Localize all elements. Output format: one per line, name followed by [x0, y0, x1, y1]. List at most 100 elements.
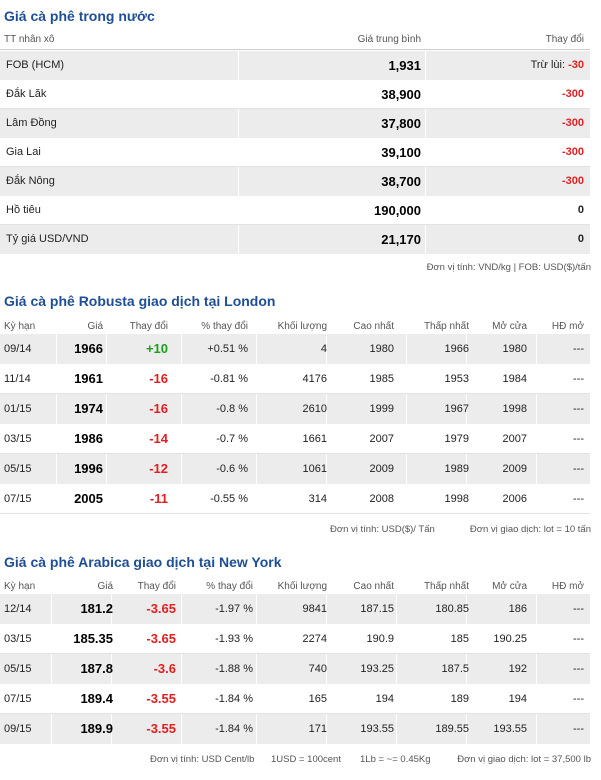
domestic-row-name: Đắk Nông: [6, 175, 55, 187]
domestic-row: Lâm Đồng 37,800 -300: [0, 109, 590, 138]
newyork-row: 03/15 185.35 -3.65 -1.93 % 2274 190.9 185 190.2…: [0, 624, 590, 654]
newyork-row-low: 189.55: [435, 723, 469, 735]
domestic-row: Gia Lai 39,100 -300: [0, 138, 590, 167]
domestic-title: Giá cà phê trong nước: [4, 8, 155, 24]
london-row-term: 11/14: [4, 373, 31, 385]
domestic-row: FOB (HCM) 1,931 Trừ lùi: -30: [0, 51, 590, 80]
london-row: 09/14 1966 +10 +0.51 % 4 1980 1966 1980 ---: [0, 334, 590, 364]
newyork-note-unit: Đơn vị tính: USD Cent/lb: [150, 754, 255, 765]
london-row: 05/15 1996 -12 -0.6 % 1061 2009 1989 2009 ---: [0, 454, 590, 484]
london-note-unit: Đơn vị tính: USD($)/ Tấn: [330, 524, 435, 535]
domestic-row-change-prefix: Trừ lùi:: [530, 59, 566, 71]
domestic-row-change: -300: [440, 80, 584, 109]
domestic-row-name: Tỷ giá USD/VND: [6, 233, 89, 245]
newyork-row-price: 181.2: [80, 601, 113, 616]
london-row-open: 2009: [502, 463, 527, 475]
london-row-price: 1974: [74, 401, 103, 416]
domestic-header: TT nhân xô Giá trung bình Thay đổi: [0, 30, 590, 50]
domestic-row: Hồ tiêu 190,000 0: [0, 196, 590, 225]
london-row-volume: 4176: [302, 373, 327, 385]
london-row-pct: -0.81 %: [210, 373, 248, 385]
london-row-high: 2007: [369, 433, 394, 445]
domestic-row-change-value: -30: [568, 59, 584, 71]
london-row: 11/14 1961 -16 -0.81 % 4176 1985 1953 1984 ---: [0, 364, 590, 394]
newyork-header-price: Giá: [97, 581, 113, 592]
newyork-row-volume: 171: [308, 723, 327, 735]
domestic-row-change: -300: [440, 138, 584, 167]
london-row-pct: -0.55 %: [210, 493, 248, 505]
newyork-row-volume: 9841: [302, 603, 327, 615]
domestic-row-change: Trừ lùi: -30: [440, 51, 584, 80]
london-row-pct: -0.8 %: [216, 403, 248, 415]
london-row-oi: ---: [573, 343, 584, 355]
domestic-row-change: 0: [440, 196, 584, 225]
domestic-row-price: 37,800: [381, 116, 421, 131]
newyork-header-open: Mở cửa: [492, 581, 527, 592]
domestic-row-price: 21,170: [381, 232, 421, 247]
london-row-term: 05/15: [4, 463, 32, 475]
newyork-row-term: 07/15: [4, 693, 32, 705]
domestic-header-price: Giá trung bình: [357, 34, 421, 45]
newyork-row: 12/14 181.2 -3.65 -1.97 % 9841 187.15 180.85 18…: [0, 594, 590, 624]
london-header-price: Giá: [87, 321, 103, 332]
newyork-row-high: 194: [375, 693, 394, 705]
london-header-open: Mở cửa: [492, 321, 527, 332]
newyork-note-lot: Đơn vị giao dịch: lot = 37,500 lb: [457, 754, 591, 765]
newyork-row-pct: -1.93 %: [215, 633, 253, 645]
london-row-price: 2005: [74, 491, 103, 506]
london-row-change: -14: [149, 431, 168, 446]
newyork-note-cent: 1USD = 100cent: [271, 754, 341, 765]
newyork-row: 09/15 189.9 -3.55 -1.84 % 171 193.55 189.55 193…: [0, 714, 590, 744]
newyork-header-change: Thay đổi: [137, 581, 176, 592]
newyork-header-volume: Khối lượng: [277, 581, 327, 592]
domestic-row-name: Đắk Lăk: [6, 88, 47, 100]
london-row-term: 01/15: [4, 403, 32, 415]
newyork-row: 05/15 187.8 -3.6 -1.88 % 740 193.25 187.5 192 --…: [0, 654, 590, 684]
newyork-row-pct: -1.84 %: [215, 723, 253, 735]
newyork-row-open: 194: [508, 693, 527, 705]
newyork-header-low: Thấp nhất: [423, 581, 469, 592]
domestic-row-change-value: 0: [577, 204, 584, 216]
newyork-row-open: 190.25: [493, 633, 527, 645]
london-header-high: Cao nhất: [353, 321, 394, 332]
newyork-row-term: 05/15: [4, 663, 32, 675]
newyork-row-oi: ---: [573, 693, 584, 705]
london-row-volume: 4: [320, 343, 327, 355]
london-row-change: -12: [149, 461, 168, 476]
london-row-volume: 314: [308, 493, 327, 505]
london-row-open: 1980: [502, 343, 527, 355]
london-row-low: 1979: [444, 433, 469, 445]
newyork-row-oi: ---: [573, 603, 584, 615]
domestic-row-change-value: -300: [561, 146, 584, 158]
newyork-row-volume: 165: [308, 693, 327, 705]
domestic-row-price: 190,000: [374, 203, 421, 218]
domestic-row-change: -300: [440, 167, 584, 196]
newyork-row-low: 185: [450, 633, 469, 645]
newyork-row-high: 193.25: [360, 663, 394, 675]
london-row-oi: ---: [573, 403, 584, 415]
newyork-row-oi: ---: [573, 663, 584, 675]
newyork-row-low: 187.5: [441, 663, 469, 675]
newyork-row-term: 09/15: [4, 723, 32, 735]
london-row-volume: 1061: [302, 463, 327, 475]
london-row-change: -11: [149, 491, 168, 506]
newyork-note-lb: 1Lb = ~= 0.45Kg: [360, 754, 431, 765]
london-row: 07/15 2005 -11 -0.55 % 314 2008 1998 2006 ---: [0, 484, 590, 514]
london-row-change: +10: [145, 341, 168, 356]
london-header-change: Thay đổi: [129, 321, 168, 332]
london-row-pct: -0.6 %: [216, 463, 248, 475]
domestic-row-change-value: -300: [561, 88, 584, 100]
london-row-pct: +0.51 %: [207, 343, 248, 355]
newyork-row-pct: -1.84 %: [215, 693, 253, 705]
london-row-oi: ---: [573, 373, 584, 385]
newyork-row-price: 189.4: [80, 691, 113, 706]
newyork-row-change: -3.6: [153, 661, 176, 676]
newyork-row-oi: ---: [573, 633, 584, 645]
newyork-header-high: Cao nhất: [353, 581, 394, 592]
newyork-row-term: 03/15: [4, 633, 32, 645]
london-row-low: 1953: [444, 373, 469, 385]
london-row-low: 1966: [444, 343, 469, 355]
london-row-volume: 1661: [302, 433, 327, 445]
domestic-row-price: 39,100: [381, 145, 421, 160]
domestic-row-change-value: -300: [561, 175, 584, 187]
